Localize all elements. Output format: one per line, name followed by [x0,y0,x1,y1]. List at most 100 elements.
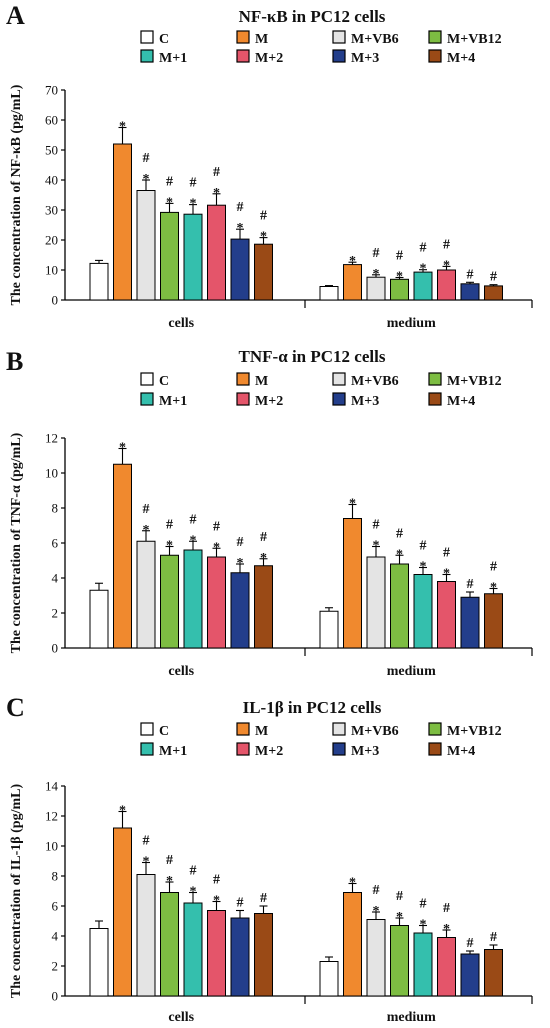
significance-star: * [443,922,450,937]
y-tick-label: 40 [45,173,58,188]
significance-hash: # [190,512,197,527]
legend-swatch-m-1 [140,392,154,406]
bar-medium-m [343,518,362,649]
y-tick-label: 8 [52,869,59,884]
chart-title: TNF-α in PC12 cells [239,347,386,366]
legend-swatch-m-vb6 [332,30,346,44]
bar-medium-m-2 [437,269,456,301]
significance-hash: # [490,270,497,285]
legend-swatch-m-vb6 [332,372,346,386]
significance-star: * [396,270,403,285]
legend-label: C [159,374,169,389]
legend-swatch-m-2 [236,742,250,756]
significance-hash: # [373,246,380,261]
y-axis-label: The concentration of TNF-α (pg/mL) [9,432,24,653]
bar-cells-m [113,143,132,301]
legend-swatch-m-vb6 [332,722,346,736]
bar-cells-c [89,589,109,649]
bar-medium-m [343,892,362,997]
y-tick-label: 20 [45,233,58,248]
y-tick-label: 12 [45,809,58,824]
legend-swatch-m-4 [428,392,442,406]
legend-swatch-c [140,722,154,736]
y-tick-label: 10 [45,839,58,854]
legend-label: C [159,32,169,47]
significance-hash: # [166,518,173,533]
bar-medium-m-4 [484,949,503,997]
legend-label: M+3 [351,51,379,66]
legend-swatch-m-2 [236,49,250,63]
significance-star: * [420,918,427,933]
significance-star: * [166,539,173,554]
significance-hash: # [190,864,197,879]
y-tick-label: 2 [52,606,59,621]
legend-label: M+1 [159,744,187,759]
bar-cells-m-3 [230,917,250,997]
bar-cells-m-2 [207,204,226,301]
significance-star: * [443,258,450,273]
chart-title: IL-1β in PC12 cells [243,698,382,717]
legend-label: M [255,32,268,47]
legend-label: M+VB12 [447,724,502,739]
y-tick-label: 6 [52,536,59,551]
significance-hash: # [467,577,474,592]
significance-hash: # [396,889,403,904]
legend-swatch-m-vb12 [428,722,442,736]
panel-letter: A [6,1,25,30]
chart-title: NF-κB in PC12 cells [239,7,386,26]
significance-star: * [119,804,126,819]
significance-star: * [143,172,150,187]
category-label: cells [168,1010,194,1025]
bar-cells-m [113,827,132,997]
legend-swatch-m-3 [332,49,346,63]
legend-label: M+VB6 [351,374,399,389]
significance-star: * [396,910,403,925]
y-tick-label: 10 [45,263,58,278]
bar-cells-m-vb12 [160,211,179,301]
significance-star: * [373,539,380,554]
category-label: medium [387,316,436,331]
significance-star: * [119,120,126,135]
bar-medium-c [319,961,339,997]
bar-medium-m-1 [413,271,433,301]
bar-medium-m-vb6 [366,919,386,997]
bar-medium-c [319,610,339,649]
bar-medium-m-3 [460,953,480,997]
panel-c: C IL-1β in PC12 cells C M M+VB6 M+VB12 M+1 M+2 M… [6,693,533,1025]
bar-cells-m-1 [183,902,203,997]
bar-medium-m-vb12 [390,563,409,649]
legend-swatch-m-1 [140,742,154,756]
legend-label: M [255,374,268,389]
legend-swatch-m-4 [428,742,442,756]
significance-hash: # [490,560,497,575]
significance-hash: # [190,176,197,191]
category-label: medium [387,664,436,679]
y-tick-label: 8 [52,501,59,516]
legend-label: M+2 [255,744,283,759]
significance-hash: # [260,891,267,906]
y-tick-label: 0 [52,293,59,308]
bar-cells-m-1 [183,549,203,649]
bar-medium-m-4 [484,593,503,649]
significance-star: * [420,262,427,277]
legend-swatch-m [236,372,250,386]
significance-hash: # [420,539,427,554]
y-tick-label: 60 [45,113,58,128]
y-tick-label: 4 [52,929,59,944]
significance-star: * [190,533,197,548]
significance-hash: # [373,883,380,898]
y-tick-label: 2 [52,959,59,974]
bar-medium-m-vb12 [390,278,409,301]
significance-hash: # [396,249,403,264]
significance-hash: # [213,519,220,534]
significance-hash: # [443,901,450,916]
significance-star: * [166,195,173,210]
significance-star: * [190,197,197,212]
legend-label: M+VB12 [447,32,502,47]
legend-label: C [159,724,169,739]
significance-hash: # [213,165,220,180]
bar-cells-m [113,463,132,649]
y-tick-label: 0 [52,641,59,656]
significance-hash: # [260,209,267,224]
bar-cells-m-vb12 [160,892,179,997]
